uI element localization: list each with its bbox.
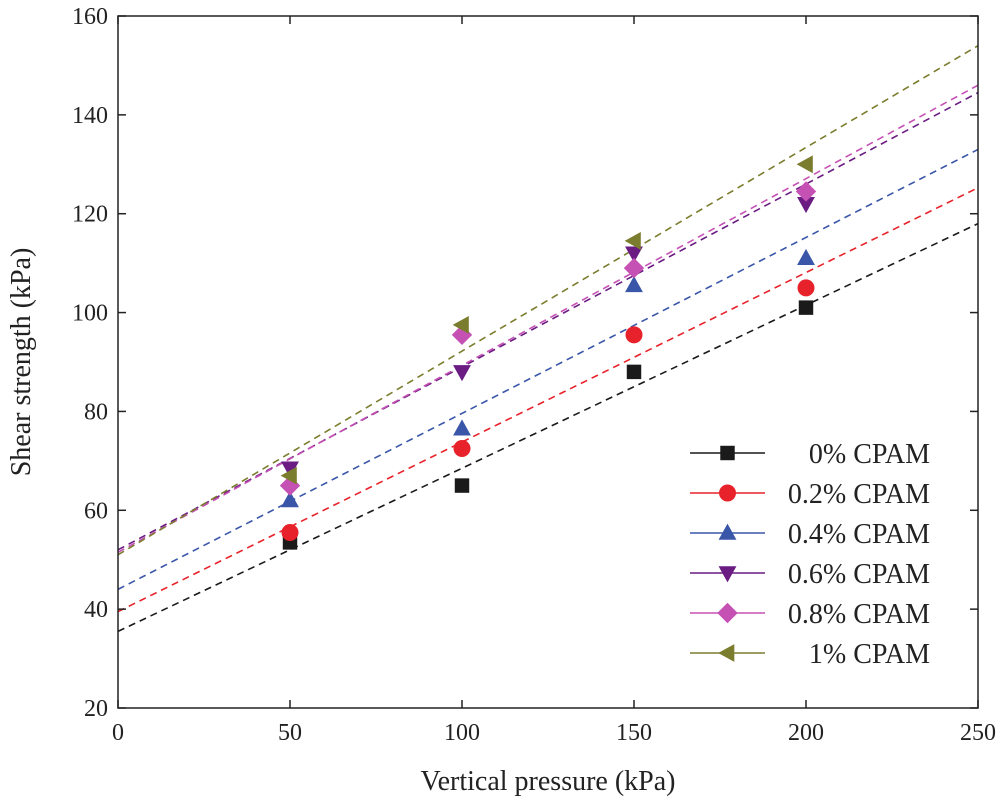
- legend-marker: [719, 484, 736, 502]
- data-point: [281, 491, 299, 508]
- y-tick-label: 60: [84, 498, 108, 524]
- y-tick-label: 140: [72, 103, 108, 129]
- fit-line: [117, 44, 979, 556]
- x-tick-label: 100: [444, 720, 480, 746]
- data-point: [798, 300, 814, 315]
- x-axis-title: Vertical pressure (kPa): [420, 766, 675, 797]
- data-point: [797, 248, 815, 265]
- data-point: [453, 440, 471, 457]
- x-tick-label: 0: [112, 720, 124, 746]
- x-tick-label: 200: [788, 720, 824, 746]
- data-point: [626, 364, 642, 380]
- data-point: [797, 197, 815, 214]
- y-tick-label: 160: [72, 4, 108, 30]
- fit-line: [117, 148, 979, 591]
- y-tick-label: 80: [84, 399, 108, 425]
- y-axis-title: Shear strength (kPa): [6, 248, 37, 477]
- legend-marker: [717, 602, 738, 624]
- legend-label: 0.6% CPAM: [788, 559, 930, 590]
- data-point: [623, 257, 645, 279]
- y-tick-label: 100: [72, 301, 108, 327]
- data-point: [453, 419, 471, 436]
- legend-label: 0.2% CPAM: [788, 479, 930, 510]
- y-tick-label: 20: [84, 696, 108, 722]
- data-point: [281, 524, 299, 542]
- data-point: [625, 276, 643, 293]
- data-point: [625, 246, 643, 263]
- legend-marker: [718, 566, 737, 583]
- x-tick-label: 250: [960, 720, 996, 746]
- data-point: [796, 155, 813, 174]
- x-tick-label: 150: [616, 720, 652, 746]
- y-axis-ticks: 20 40 60 80 100 120 140 160: [72, 4, 978, 722]
- data-point: [452, 316, 469, 334]
- legend-label: 0.4% CPAM: [788, 519, 930, 550]
- data-markers: [279, 155, 817, 550]
- y-tick-label: 120: [72, 202, 108, 228]
- legend-marker: [718, 523, 737, 540]
- data-point: [625, 326, 643, 344]
- legend-label: 0% CPAM: [809, 439, 930, 470]
- legend-label: 0.8% CPAM: [788, 599, 930, 630]
- legend-label: 1% CPAM: [809, 639, 930, 670]
- data-point: [281, 461, 299, 478]
- y-tick-label: 40: [84, 597, 108, 623]
- data-point: [797, 279, 815, 297]
- legend-marker: [718, 644, 735, 662]
- data-point: [280, 466, 297, 485]
- fit-line: [117, 222, 979, 633]
- fit-lines: [117, 44, 979, 633]
- x-axis-ticks: 0 50 100 150 200 250: [112, 16, 996, 746]
- fit-line: [117, 91, 979, 551]
- plot-frame: [117, 15, 979, 709]
- data-point: [795, 181, 817, 202]
- legend: 0% CPAM 0.2% CPAM 0.4% CPAM 0.6% CPAM 0.8% C…: [690, 439, 930, 670]
- fit-line: [117, 187, 979, 613]
- legend-marker: [720, 445, 735, 461]
- data-point: [453, 365, 471, 382]
- data-point: [624, 231, 641, 250]
- x-tick-label: 50: [278, 720, 302, 746]
- data-point: [454, 478, 470, 493]
